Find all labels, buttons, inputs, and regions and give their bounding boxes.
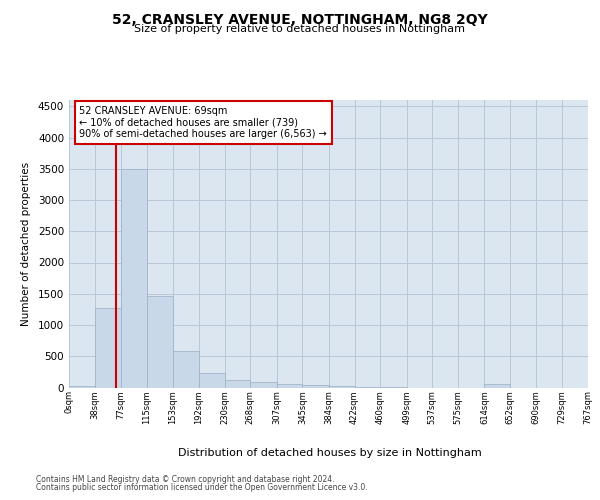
Text: Size of property relative to detached houses in Nottingham: Size of property relative to detached ho… <box>134 24 466 34</box>
Bar <box>69 386 95 388</box>
Bar <box>277 384 302 388</box>
Bar <box>250 382 277 388</box>
Text: 52, CRANSLEY AVENUE, NOTTINGHAM, NG8 2QY: 52, CRANSLEY AVENUE, NOTTINGHAM, NG8 2QY <box>112 12 488 26</box>
Bar <box>302 385 329 388</box>
Bar <box>199 373 224 388</box>
Bar <box>355 387 380 388</box>
Bar <box>95 308 121 388</box>
Bar <box>329 386 355 388</box>
Text: Contains public sector information licensed under the Open Government Licence v3: Contains public sector information licen… <box>36 483 368 492</box>
Bar <box>484 384 510 388</box>
Bar <box>173 350 199 388</box>
Bar <box>224 380 250 388</box>
Bar <box>121 169 147 388</box>
Y-axis label: Number of detached properties: Number of detached properties <box>21 162 31 326</box>
Bar <box>147 296 173 388</box>
Text: Distribution of detached houses by size in Nottingham: Distribution of detached houses by size … <box>178 448 482 458</box>
Text: 52 CRANSLEY AVENUE: 69sqm
← 10% of detached houses are smaller (739)
90% of semi: 52 CRANSLEY AVENUE: 69sqm ← 10% of detac… <box>79 106 327 139</box>
Text: Contains HM Land Registry data © Crown copyright and database right 2024.: Contains HM Land Registry data © Crown c… <box>36 475 335 484</box>
